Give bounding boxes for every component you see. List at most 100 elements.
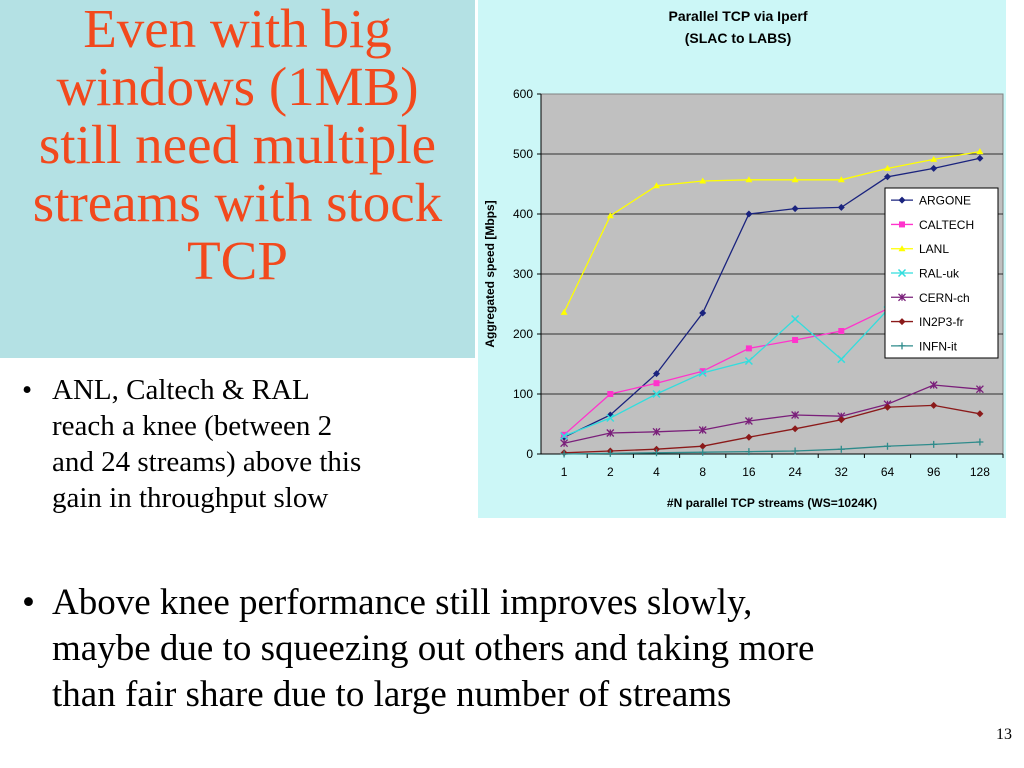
- title-line: windows (1MB): [56, 56, 419, 117]
- data-point: [899, 221, 905, 228]
- data-point: [560, 439, 569, 448]
- data-point: [792, 337, 799, 343]
- legend-label: LANL: [919, 242, 949, 256]
- y-tick-label: 200: [513, 327, 533, 341]
- data-point: [898, 318, 906, 326]
- data-point: [884, 173, 891, 181]
- data-point: [975, 385, 984, 394]
- data-point: [699, 309, 707, 317]
- series-line-infn-it: [564, 441, 980, 455]
- chart-title: Parallel TCP via Iperf: [668, 8, 807, 24]
- data-point: [930, 164, 938, 172]
- bullet-line: maybe due to squeezing out others and ta…: [52, 628, 815, 669]
- x-axis-label: #N parallel TCP streams (WS=1024K): [667, 496, 877, 510]
- bullet-line: gain in throughput slow: [52, 482, 329, 514]
- data-point: [898, 293, 906, 302]
- data-point: [837, 176, 845, 183]
- data-point: [837, 203, 845, 211]
- x-tick-label: 64: [881, 465, 895, 479]
- data-point: [884, 442, 891, 450]
- data-point: [745, 210, 753, 218]
- title-line: Even with big: [83, 0, 392, 59]
- x-tick-label: 4: [653, 465, 660, 479]
- data-point: [976, 410, 984, 418]
- bullet-glyph: •: [22, 374, 33, 406]
- y-tick-label: 300: [513, 267, 533, 281]
- slide-title: Even with big windows (1MB) still need m…: [0, 0, 475, 290]
- x-tick-label: 24: [788, 465, 802, 479]
- data-point: [699, 177, 707, 184]
- data-point: [560, 450, 568, 458]
- legend-label: CALTECH: [919, 218, 974, 232]
- data-point: [791, 447, 799, 455]
- data-point: [884, 403, 891, 411]
- data-point: [698, 368, 707, 378]
- data-point: [652, 389, 661, 399]
- legend-label: RAL-uk: [919, 267, 960, 281]
- data-point: [606, 212, 614, 219]
- legend-label: ARGONE: [919, 194, 971, 208]
- data-point: [560, 308, 568, 315]
- y-tick-label: 600: [513, 87, 533, 101]
- data-point: [699, 368, 706, 375]
- data-point: [976, 148, 984, 155]
- x-tick-label: 96: [927, 465, 941, 479]
- x-tick-label: 128: [970, 465, 990, 479]
- y-tick-label: 100: [513, 387, 533, 401]
- data-point: [653, 449, 660, 457]
- data-point: [745, 448, 753, 456]
- title-line: TCP: [187, 230, 288, 291]
- data-point: [698, 426, 707, 434]
- data-point: [653, 445, 660, 453]
- data-point: [791, 205, 799, 213]
- data-point: [791, 176, 799, 183]
- x-tick-label: 32: [835, 465, 849, 479]
- chart-title: (SLAC to LABS): [685, 30, 792, 46]
- data-point: [561, 431, 568, 438]
- data-point: [744, 417, 753, 425]
- title-line: still need multiple: [38, 114, 437, 175]
- bullet-line: than fair share due to large number of s…: [52, 674, 732, 715]
- data-point: [791, 314, 800, 324]
- data-point: [653, 380, 660, 387]
- data-point: [745, 433, 753, 441]
- data-point: [560, 431, 569, 441]
- data-point: [898, 196, 906, 204]
- series-line-lanl: [563, 150, 981, 313]
- legend-label: IN2P3-fr: [919, 315, 964, 329]
- series-line-in2p3-fr: [564, 404, 981, 454]
- data-point: [838, 328, 845, 334]
- data-point: [897, 268, 907, 278]
- data-point: [898, 342, 906, 350]
- data-point: [607, 391, 614, 397]
- data-point: [745, 176, 753, 183]
- legend-label: CERN-ch: [919, 291, 970, 305]
- y-tick-label: 500: [513, 147, 533, 161]
- bullet-glyph: •: [22, 582, 35, 623]
- y-tick-label: 0: [526, 447, 533, 461]
- title-line: streams with stock: [32, 172, 443, 233]
- bullet-item: • Above knee performance still improves …: [14, 580, 1014, 718]
- data-point: [837, 445, 845, 453]
- data-point: [791, 425, 799, 433]
- data-point: [976, 154, 984, 162]
- data-point: [976, 438, 984, 446]
- data-point: [837, 355, 846, 364]
- x-tick-label: 8: [699, 465, 706, 479]
- data-point: [930, 401, 938, 409]
- data-point: [652, 427, 661, 436]
- data-point: [791, 411, 800, 419]
- chart-panel: 0 100 200 300 400 500 600 1 2 4 8 16 24 32 64 96 128 Para…: [478, 0, 1006, 518]
- data-point: [606, 413, 615, 423]
- series-line-cern-ch: [563, 384, 980, 444]
- data-point: [744, 356, 753, 366]
- data-point: [606, 429, 615, 437]
- data-point: [929, 381, 938, 389]
- page-number: 13: [996, 726, 1012, 743]
- bullet-line: Above knee performance still improves sl…: [52, 582, 753, 623]
- bullet-list-lower: • Above knee performance still improves …: [14, 580, 1014, 718]
- data-point: [653, 182, 660, 189]
- data-point: [653, 370, 660, 378]
- bullet-item: • ANL, Caltech & RAL reach a knee (betwe…: [14, 372, 474, 516]
